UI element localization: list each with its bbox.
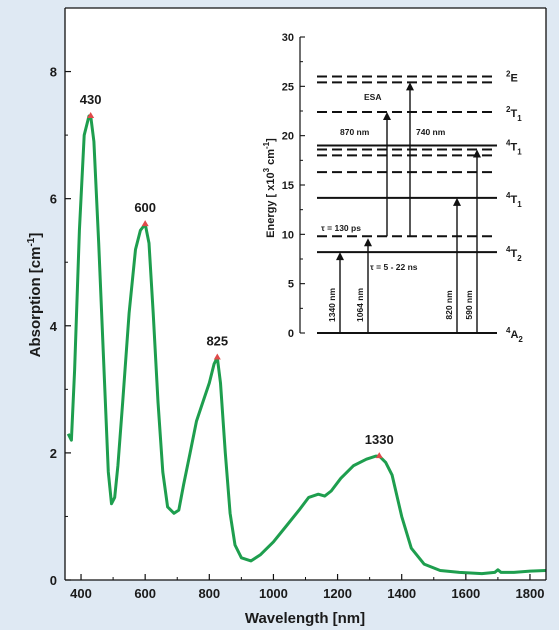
peak-markers: 430 600 825 1330 [80, 92, 394, 459]
esa-label: ESA [364, 92, 381, 102]
energy-level-label: 2T1 [506, 105, 522, 123]
x-tick-label: 600 [134, 586, 156, 601]
y-tick-label: 4 [50, 319, 58, 334]
x-tick-label: 1800 [516, 586, 545, 601]
y-tick-label: 6 [50, 192, 57, 207]
transition-arrowhead [473, 149, 481, 158]
inset-tick-label: 20 [282, 131, 294, 143]
y-tick-label: 2 [50, 446, 57, 461]
transition-label: 1340 nm [327, 288, 337, 322]
transition-arrowhead [406, 82, 414, 91]
peak-marker [87, 112, 95, 119]
inset-y-axis-title: Energy [ x103 cm-1] [262, 138, 277, 238]
energy-level-label: 4T2 [506, 245, 522, 263]
energy-level-inset: 4A2 4T2 4T1 4T1 2T1 2E 1340 nm 1064 nm 870 nm 74… [262, 32, 523, 344]
transition-label: 740 nm [416, 127, 446, 137]
inset-tick-label: 0 [288, 328, 294, 340]
inset-tick-label: 5 [288, 279, 294, 291]
tau-long-label: τ = 5 - 22 ns [370, 262, 418, 272]
peak-label: 825 [206, 334, 228, 349]
transition-label: 820 nm [444, 290, 454, 320]
transition-arrowhead [383, 111, 391, 120]
y-axis-title: Absorption [cm-1] [26, 233, 44, 358]
x-tick-label: 1600 [451, 586, 480, 601]
inset-tick-label: 30 [282, 32, 294, 44]
x-tick-label: 1400 [387, 586, 416, 601]
peak-marker [213, 353, 221, 360]
x-tick-group: 400 600 800 1000 1200 1400 1600 1800 [70, 574, 544, 601]
transition-label: 1064 nm [355, 288, 365, 322]
transition-label: 870 nm [340, 127, 370, 137]
energy-level-label: 4T1 [506, 139, 522, 157]
inset-tick-label: 15 [282, 180, 294, 192]
transition-arrowhead [364, 238, 372, 247]
peak-marker [141, 220, 149, 227]
energy-level-label: 4A2 [506, 326, 523, 344]
transition-arrowhead [453, 197, 461, 206]
transition-arrows: 1340 nm 1064 nm 870 nm 740 nm 820 nm 590 nm [327, 82, 481, 333]
transition-arrowhead [336, 252, 344, 261]
peak-label: 430 [80, 92, 102, 107]
y-tick-group: 0 2 4 6 8 [50, 65, 71, 588]
peak-marker [375, 452, 383, 459]
x-tick-label: 1000 [259, 586, 288, 601]
transition-label: 590 nm [464, 290, 474, 320]
energy-levels: 4A2 4T2 4T1 4T1 2T1 2E [317, 69, 523, 344]
energy-level-label: 2E [506, 69, 518, 84]
tau-short-label: τ = 130 ps [321, 223, 361, 233]
energy-level-label: 4T1 [506, 191, 522, 209]
y-tick-label: 0 [50, 573, 57, 588]
main-plot-area [65, 8, 546, 580]
x-tick-label: 400 [70, 586, 92, 601]
inset-y-axis: 0 5 10 15 20 25 30 [282, 32, 305, 340]
peak-label: 600 [134, 200, 156, 215]
x-axis-title: Wavelength [nm] [245, 610, 365, 627]
inset-tick-label: 10 [282, 229, 294, 241]
y-tick-label: 8 [50, 65, 57, 80]
peak-label: 1330 [365, 432, 394, 447]
inset-tick-label: 25 [282, 81, 294, 93]
x-tick-label: 1200 [323, 586, 352, 601]
x-tick-label: 800 [198, 586, 220, 601]
absorption-series-line [66, 114, 547, 576]
